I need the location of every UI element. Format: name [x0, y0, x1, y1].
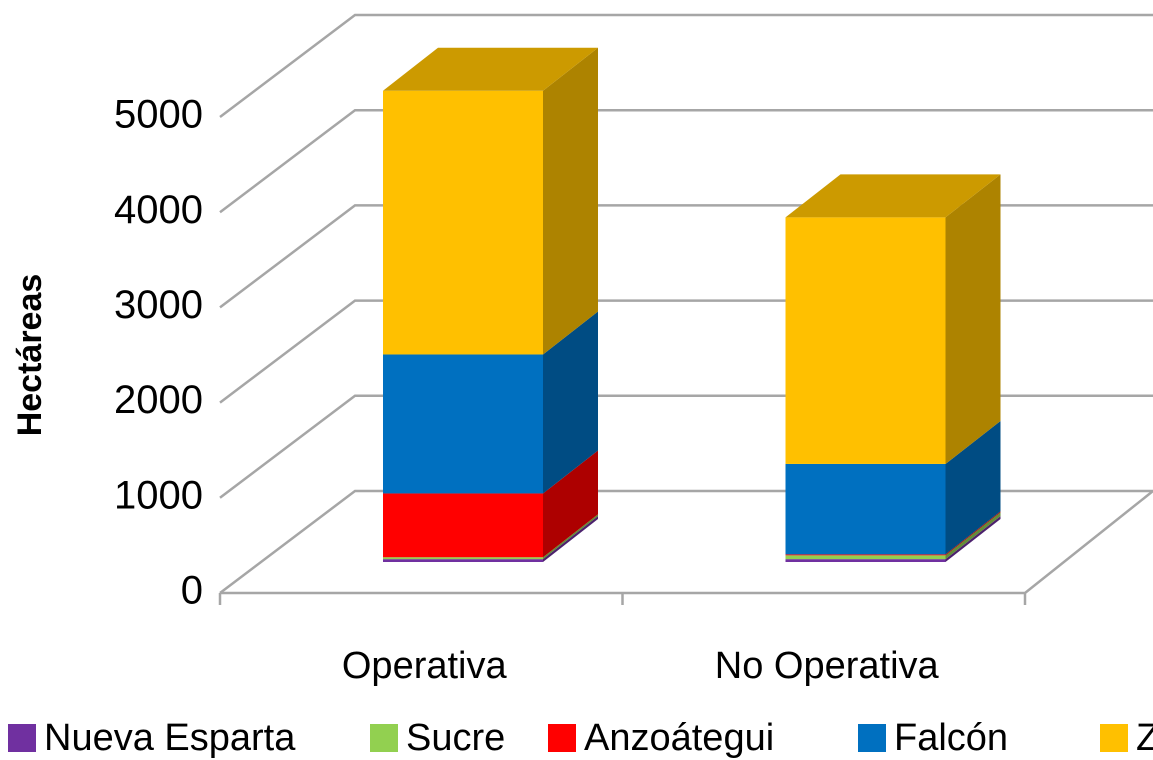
bar-side — [945, 420, 1001, 555]
y-tick-label: 2000 — [114, 378, 203, 422]
bar-top — [383, 47, 598, 91]
y-tick-label: 1000 — [114, 473, 203, 517]
legend-label: Sucre — [406, 717, 505, 759]
bar — [383, 557, 543, 560]
bar — [785, 463, 946, 555]
bar-side — [945, 516, 1001, 562]
legend-label: Falcón — [894, 717, 1008, 759]
y-tick-label: 0 — [181, 569, 203, 613]
grid-line — [219, 13, 1153, 118]
bar — [383, 354, 543, 494]
legend-label: Nueva Esparta — [44, 717, 296, 759]
y-tick-label: 4000 — [114, 188, 203, 232]
bar-side — [543, 514, 598, 560]
bar-side — [543, 450, 598, 558]
legend-swatch — [548, 724, 576, 752]
grid-line — [219, 204, 1153, 309]
bar — [785, 555, 946, 560]
legend-swatch — [8, 724, 36, 752]
bar-side — [945, 512, 1001, 560]
y-tick-label: 5000 — [114, 93, 203, 137]
bar-side — [543, 311, 598, 494]
bar-side — [543, 516, 598, 562]
grid-line — [219, 394, 1153, 499]
grid-line — [219, 299, 1153, 404]
x-tick-label: Operativa — [342, 645, 508, 687]
bar-side — [945, 511, 1001, 556]
bar-top — [785, 174, 1001, 218]
bar — [785, 554, 946, 556]
legend-swatch — [858, 724, 886, 752]
y-tick-label: 3000 — [114, 283, 203, 327]
floor — [220, 490, 1153, 595]
bar — [383, 559, 543, 562]
legend-swatch — [370, 724, 398, 752]
legend-label: Anzoátegui — [584, 717, 774, 759]
bar — [383, 90, 543, 355]
bar — [785, 559, 946, 562]
legend-swatch — [1100, 724, 1128, 752]
y-axis-label: Hectáreas — [11, 274, 49, 437]
bar-side — [945, 174, 1001, 464]
bar — [785, 217, 946, 464]
bar — [383, 493, 543, 558]
legend-label: Zuli — [1136, 717, 1153, 759]
bar-side — [543, 47, 598, 355]
grid-line — [219, 489, 1153, 594]
x-tick-label: No Operativa — [715, 645, 940, 687]
grid-line — [219, 108, 1153, 214]
